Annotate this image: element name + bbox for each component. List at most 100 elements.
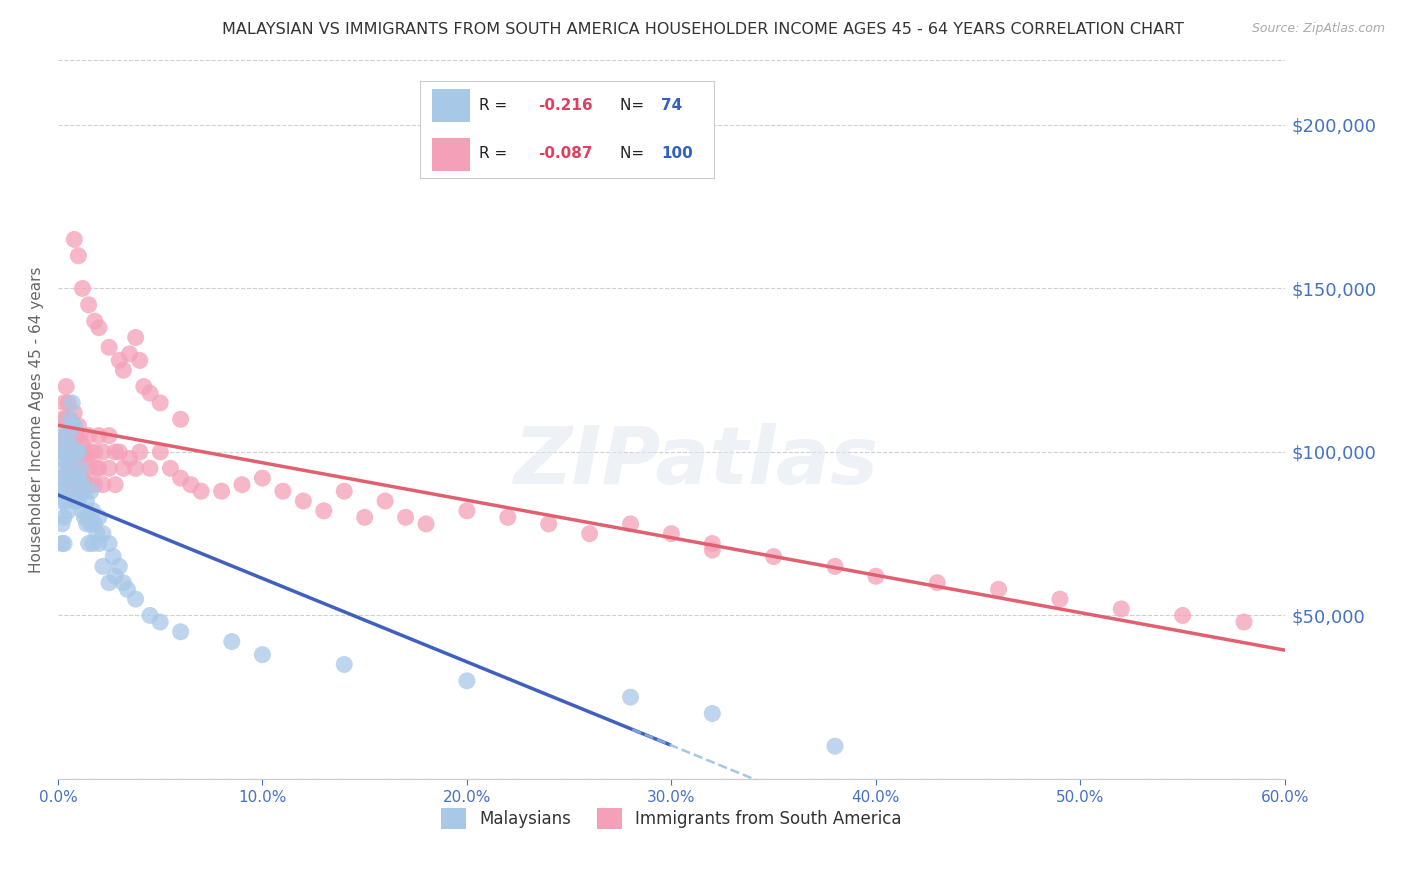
Text: MALAYSIAN VS IMMIGRANTS FROM SOUTH AMERICA HOUSEHOLDER INCOME AGES 45 - 64 YEARS: MALAYSIAN VS IMMIGRANTS FROM SOUTH AMERI… [222, 22, 1184, 37]
Point [83, 445, 105, 459]
Point [118, 451, 141, 466]
Point [65, 461, 87, 475]
Point [139, 461, 162, 475]
Point [53, 484, 76, 499]
Legend: Malaysians, Immigrants from South America: Malaysians, Immigrants from South Americ… [434, 802, 908, 835]
Point [59, 445, 82, 459]
Point [56, 428, 79, 442]
Point [72, 281, 94, 295]
Point [56, 428, 79, 442]
Point [63, 494, 86, 508]
Point [169, 624, 191, 639]
Point [87, 510, 110, 524]
Point [98, 461, 121, 475]
Point [456, 504, 478, 518]
Point [55, 494, 77, 508]
Point [221, 634, 243, 648]
Point [51, 494, 73, 508]
Point [56, 477, 79, 491]
Point [108, 353, 131, 368]
Point [1233, 615, 1256, 629]
Point [55, 445, 77, 459]
Point [63, 445, 86, 459]
Point [76, 516, 98, 531]
Point [69, 461, 91, 475]
Point [190, 484, 212, 499]
Text: Source: ZipAtlas.com: Source: ZipAtlas.com [1251, 22, 1385, 36]
Point [63, 418, 86, 433]
Point [824, 559, 846, 574]
Point [69, 461, 91, 475]
Point [63, 438, 86, 452]
Point [132, 379, 155, 393]
Point [112, 461, 135, 475]
Point [108, 559, 131, 574]
Point [53, 396, 76, 410]
Point [661, 526, 683, 541]
Point [865, 569, 887, 583]
Point [56, 461, 79, 475]
Point [118, 347, 141, 361]
Point [83, 477, 105, 491]
Point [124, 592, 146, 607]
Point [333, 657, 356, 672]
Point [77, 428, 100, 442]
Point [67, 494, 90, 508]
Point [83, 314, 105, 328]
Point [49, 428, 72, 442]
Point [55, 445, 77, 459]
Point [69, 428, 91, 442]
Point [702, 706, 724, 721]
Point [86, 526, 108, 541]
Point [619, 516, 641, 531]
Point [60, 471, 83, 485]
Point [51, 471, 73, 485]
Point [79, 445, 101, 459]
Point [124, 461, 146, 475]
Point [578, 526, 600, 541]
Point [271, 484, 294, 499]
Point [139, 608, 162, 623]
Point [104, 569, 127, 583]
Point [51, 536, 73, 550]
Point [59, 412, 82, 426]
Point [496, 510, 519, 524]
Point [211, 484, 233, 499]
Point [169, 412, 191, 426]
Point [76, 494, 98, 508]
Point [77, 461, 100, 475]
Point [72, 477, 94, 491]
Point [108, 445, 131, 459]
Point [101, 549, 124, 564]
Point [79, 516, 101, 531]
Point [824, 739, 846, 754]
Point [112, 363, 135, 377]
Point [91, 559, 114, 574]
Point [49, 451, 72, 466]
Point [67, 471, 90, 485]
Point [98, 340, 121, 354]
Point [77, 536, 100, 550]
Point [1109, 602, 1132, 616]
Point [149, 615, 172, 629]
Point [702, 543, 724, 558]
Point [51, 438, 73, 452]
Point [65, 494, 87, 508]
Point [312, 504, 335, 518]
Point [65, 428, 87, 442]
Point [987, 582, 1010, 597]
Point [56, 504, 79, 518]
Point [98, 428, 121, 442]
Point [159, 461, 181, 475]
Point [927, 575, 949, 590]
Point [67, 418, 90, 433]
Point [77, 510, 100, 524]
Point [415, 516, 437, 531]
Point [67, 445, 90, 459]
Point [180, 477, 202, 491]
Point [49, 484, 72, 499]
Point [53, 536, 76, 550]
Point [65, 445, 87, 459]
Point [456, 673, 478, 688]
Point [231, 477, 253, 491]
